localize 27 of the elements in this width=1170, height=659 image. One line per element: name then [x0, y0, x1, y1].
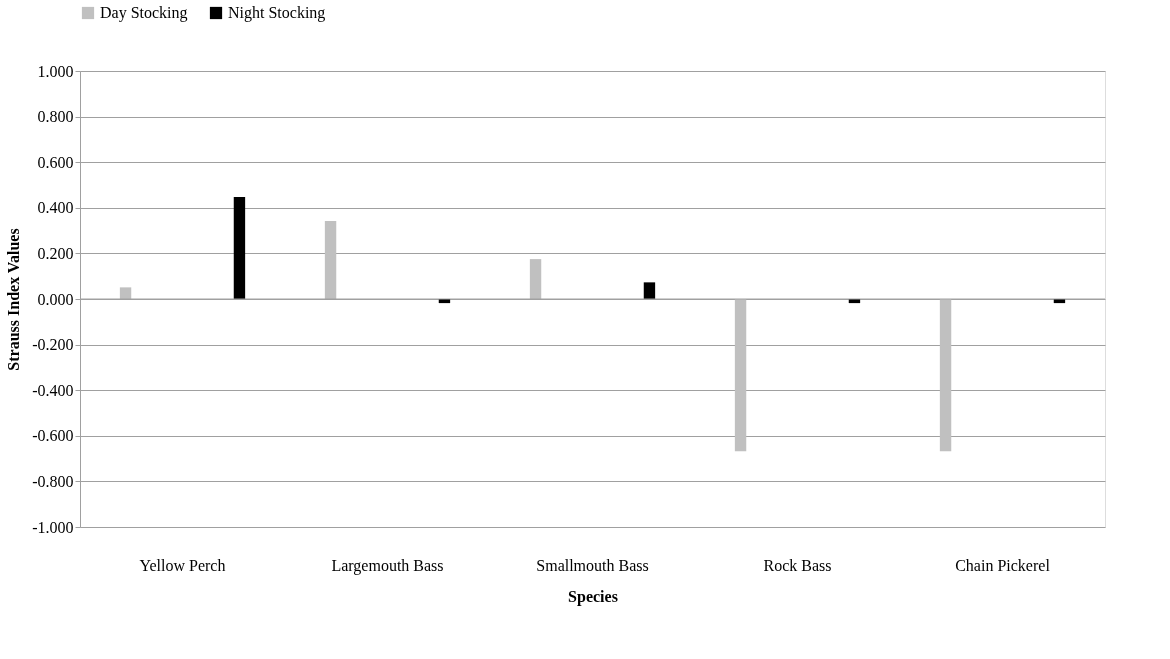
y-tick-label: 0.600 — [37, 153, 74, 171]
x-tick-label: Rock Bass — [763, 556, 832, 574]
y-tick-label: -1.000 — [32, 518, 74, 536]
bar — [643, 282, 656, 299]
bar — [734, 299, 747, 452]
bar — [529, 259, 542, 299]
y-tick-label: 0.800 — [37, 108, 74, 126]
bar — [233, 197, 246, 299]
x-tick-label: Chain Pickerel — [955, 556, 1051, 574]
y-tick-label: -0.400 — [32, 381, 74, 399]
y-tick-label: 1.000 — [37, 62, 74, 80]
bar — [324, 221, 337, 299]
y-axis-title: Strauss Index Values — [5, 228, 23, 371]
bar — [119, 287, 132, 299]
x-tick-label: Largemouth Bass — [331, 556, 444, 575]
y-tick-label: -0.800 — [32, 472, 74, 490]
bar — [939, 299, 952, 452]
legend-label: Day Stocking — [100, 4, 188, 22]
legend-label: Night Stocking — [228, 4, 326, 22]
x-tick-label: Smallmouth Bass — [536, 556, 649, 574]
x-axis-title: Species — [568, 587, 618, 606]
y-tick-label: 0.400 — [37, 199, 74, 217]
y-tick-label: 0.000 — [37, 290, 74, 308]
y-tick-label: -0.200 — [32, 336, 74, 354]
x-tick-label: Yellow Perch — [139, 556, 226, 574]
y-tick-label: -0.600 — [32, 427, 74, 445]
y-tick-label: 0.200 — [37, 244, 74, 262]
